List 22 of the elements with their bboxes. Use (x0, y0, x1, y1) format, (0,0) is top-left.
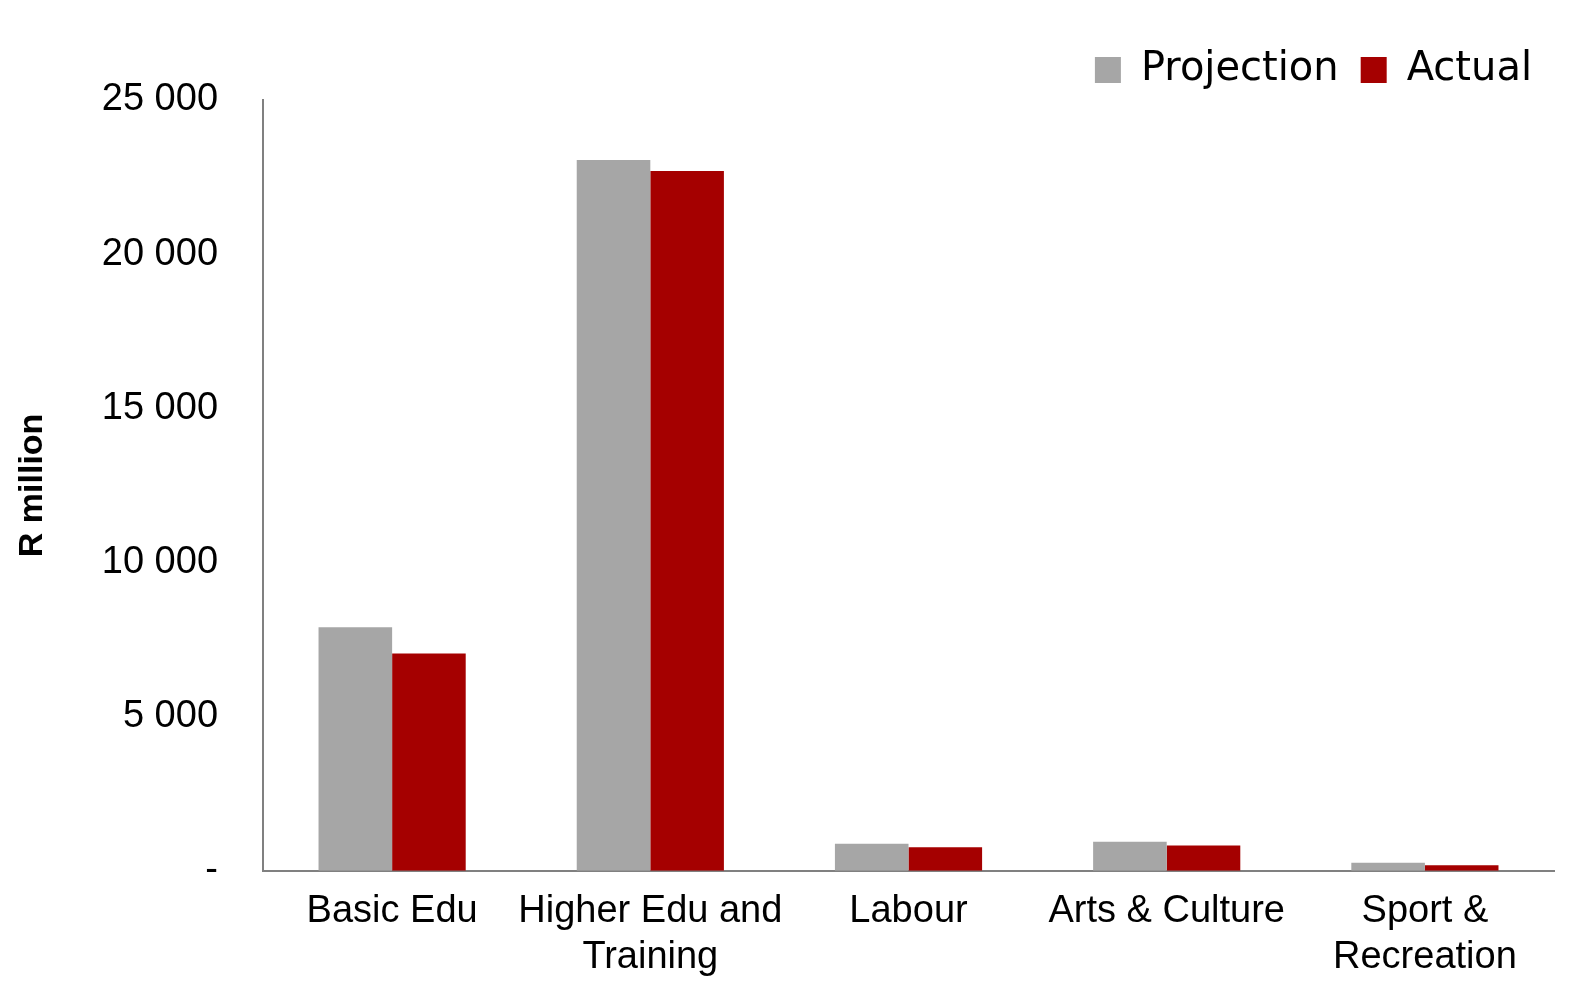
y-tick-label: 20 000 (101, 230, 219, 273)
bar (1093, 841, 1167, 871)
bar (576, 160, 651, 871)
y-tick-label: 10 000 (101, 538, 219, 581)
x-tick-label: Arts & Culture (1048, 888, 1285, 931)
y-tick-label: 25 000 (101, 76, 219, 119)
bar (834, 843, 909, 871)
y-tick-label: 5 000 (122, 693, 219, 736)
y-tick-label: 15 000 (101, 384, 219, 427)
y-axis-title: R million (10, 413, 49, 558)
bar (650, 170, 724, 871)
legend-label: Actual (1406, 43, 1532, 90)
bar (908, 847, 983, 871)
x-tick-label: Sport & Recreation (1333, 888, 1517, 976)
bar (318, 627, 393, 871)
x-tick-label: Basic Edu (306, 888, 478, 931)
x-tick-label: Labour (849, 888, 969, 931)
bar (1166, 845, 1241, 871)
bar (392, 653, 466, 871)
legend-label: Projection (1140, 43, 1339, 90)
x-tick-label: Higher Edu and Training (518, 888, 783, 976)
y-tick-label: - (205, 847, 219, 890)
